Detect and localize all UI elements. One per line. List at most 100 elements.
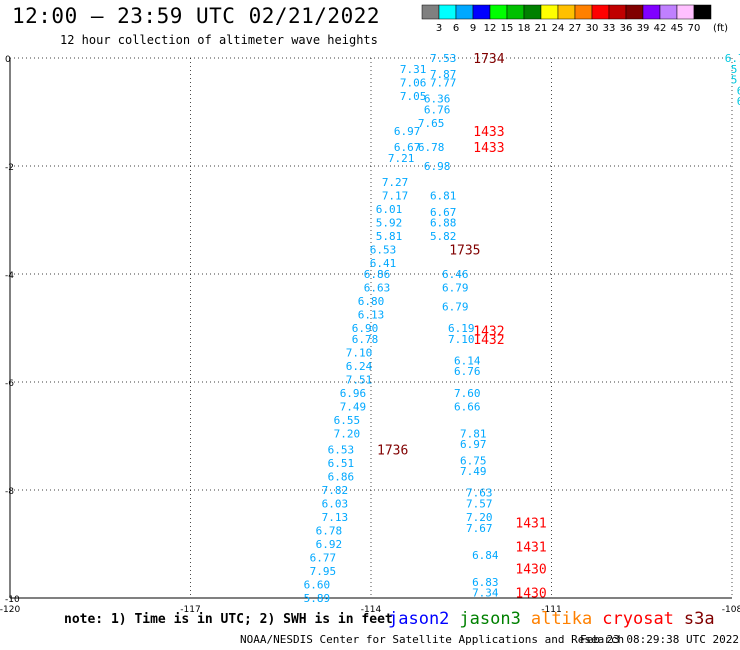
data-point: 6.79: [442, 300, 469, 313]
legend-swatch: [472, 4, 491, 20]
data-point: 7.27: [382, 176, 409, 189]
time-annotation: 1433: [473, 141, 504, 156]
data-point: 7.21: [388, 152, 415, 165]
data-point: 6.40: [737, 84, 740, 97]
data-point: 6.19: [448, 322, 475, 335]
y-tick-label: -6: [5, 379, 14, 389]
data-point: 7.67: [466, 522, 493, 535]
data-point: 7.20: [466, 511, 493, 524]
satellite-jason2: jason2: [388, 609, 450, 629]
data-point: 7.77: [430, 76, 457, 89]
x-tick-label: -117: [180, 605, 200, 615]
data-point: 5.92: [376, 217, 403, 230]
legend-label: 9: [470, 23, 476, 34]
page-title: 12:00 – 23:59 UTC 02/21/2022: [12, 4, 381, 28]
legend-swatch: [438, 4, 457, 20]
data-point: 6.97: [460, 438, 487, 451]
satellite-legend: jason2 jason3 altika cryosat s3a: [388, 609, 725, 629]
y-tick-label: -2: [5, 163, 14, 173]
data-point: 6.55: [334, 414, 361, 427]
legend-label: 36: [620, 23, 633, 34]
data-point: 7.57: [466, 498, 493, 511]
data-point: 6.78: [316, 525, 343, 538]
color-scale-legend: 3 6 9 12 15 18 21 24 27 30 33 36 39 42 45 70 (ft): [421, 4, 728, 34]
legend-swatch: [693, 4, 712, 20]
data-point: 6.81: [430, 190, 457, 203]
legend-swatch: [557, 4, 576, 20]
legend-swatch: [523, 4, 542, 20]
legend-label: 30: [586, 23, 599, 34]
legend-swatch: [540, 4, 559, 20]
plot-frame: [9, 58, 732, 599]
legend-label: 24: [552, 23, 565, 34]
data-point: 6.03: [322, 498, 349, 511]
data-point: 6.01: [376, 203, 403, 216]
data-point: 6.86: [328, 471, 355, 484]
legend-swatch: [489, 4, 508, 20]
data-point: 7.81: [460, 427, 487, 440]
data-point: 6.60: [304, 579, 331, 592]
data-point: 6.41: [370, 257, 397, 270]
data-point: 7.82: [322, 484, 349, 497]
x-tick-label: -108: [722, 605, 740, 615]
data-point: 6.78: [352, 333, 379, 346]
data-point: 7.34: [472, 587, 499, 600]
legend-label: 27: [569, 23, 582, 34]
x-tick-label: -120: [0, 605, 20, 615]
data-point: 7.51: [346, 373, 373, 386]
page-subtitle: 12 hour collection of altimeter wave hei…: [60, 33, 378, 47]
satellite-jason3: jason3: [459, 609, 521, 629]
data-point: 7.49: [460, 465, 487, 478]
y-tick-label: 0: [5, 55, 11, 65]
data-points: 7.317.067.056.976.677.217.277.176.015.92…: [304, 52, 740, 605]
legend-label: 39: [637, 23, 650, 34]
legend-swatch: [659, 4, 678, 20]
data-point: 6.77: [310, 552, 337, 565]
y-tick-label: -4: [5, 271, 14, 281]
x-tick-label: -111: [541, 605, 561, 615]
data-point: 6.14: [454, 354, 481, 367]
grid-lines: [10, 57, 733, 598]
satellite-cryosat: cryosat: [602, 609, 674, 629]
time-annotation: 1430: [515, 587, 546, 602]
data-point: 6.53: [328, 444, 355, 457]
axis-ticks: 0-2-4-6-8-10-120-117-114-111-108-10: [0, 55, 740, 615]
footer-credit: NOAA/NESDIS Center for Satellite Applica…: [240, 633, 625, 646]
data-point: 5.58: [731, 63, 740, 76]
legend-swatch: [676, 4, 695, 20]
data-point: 6.90: [352, 322, 379, 335]
legend-swatch: [591, 4, 610, 20]
data-point: 6.63: [364, 282, 391, 295]
data-point: 6.67: [394, 141, 421, 154]
legend-label: 45: [671, 23, 684, 34]
time-annotation: 1432: [473, 325, 504, 340]
data-point: 6.88: [430, 217, 457, 230]
data-point: 6.75: [460, 454, 487, 467]
data-point: 7.49: [340, 400, 367, 413]
data-point: 6.76: [424, 103, 451, 116]
data-point: 5.55: [731, 74, 740, 87]
legend-label: 12: [484, 23, 497, 34]
data-point: 6.78: [725, 52, 740, 65]
time-annotation: 1433: [473, 125, 504, 140]
footer-note: note: 1) Time is in UTC; 2) SWH is in fe…: [64, 612, 393, 627]
time-annotation: 1431: [515, 541, 546, 556]
data-point: 6.79: [442, 282, 469, 295]
legend-swatch: [421, 4, 440, 20]
time-annotation: 1431: [515, 516, 546, 531]
legend-label: 6: [453, 23, 459, 34]
data-point: 6.76: [454, 365, 481, 378]
data-point: 6.86: [364, 268, 391, 281]
satellite-altika: altika: [530, 609, 593, 629]
data-point: 6.51: [328, 457, 355, 470]
data-point: 7.65: [418, 117, 445, 130]
data-point: 7.53: [430, 52, 457, 65]
data-point: 5.81: [376, 230, 403, 243]
data-point: 6.31: [737, 95, 740, 108]
legend-label: 33: [603, 23, 616, 34]
time-annotation: 1430: [515, 562, 546, 577]
data-point: 7.05: [400, 90, 427, 103]
legend-label: 70: [688, 23, 701, 34]
data-point: 5.89: [304, 592, 331, 605]
